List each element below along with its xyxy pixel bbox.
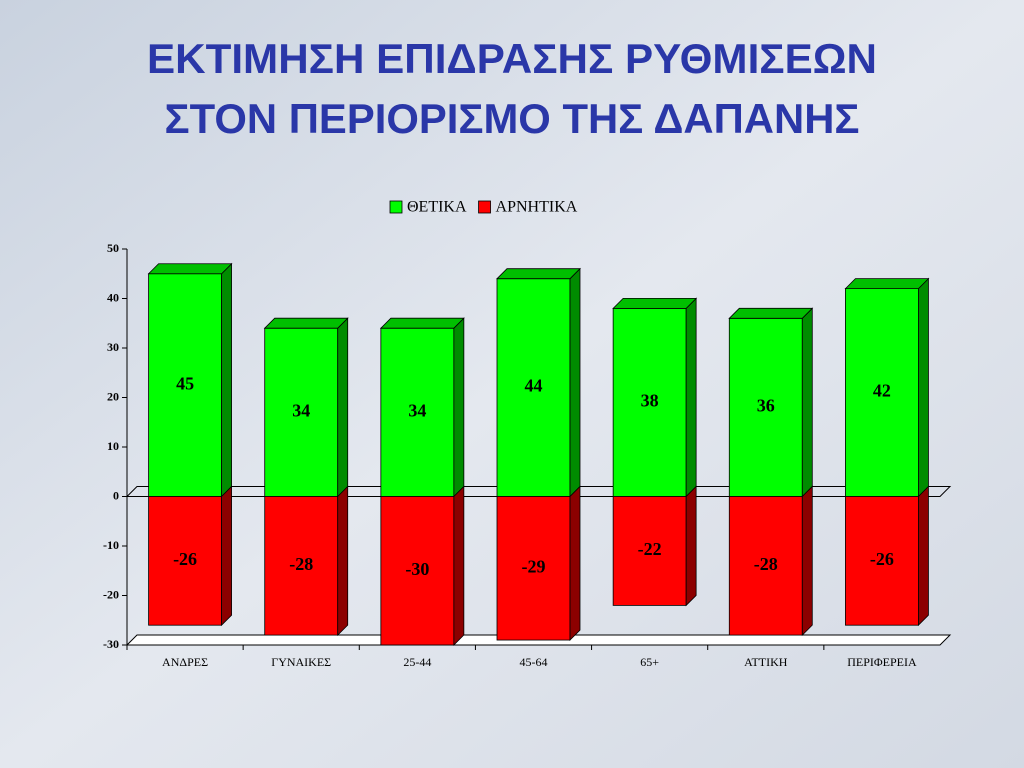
bar-side bbox=[685, 297, 697, 498]
bar-side bbox=[685, 485, 697, 607]
data-label: -26 bbox=[870, 549, 894, 569]
bar bbox=[264, 496, 339, 636]
data-label: -26 bbox=[173, 549, 197, 569]
bar-top bbox=[728, 307, 814, 319]
legend-label: ΘΕΤΙΚΑ bbox=[407, 199, 467, 216]
bar-side bbox=[569, 485, 581, 642]
data-label: 38 bbox=[641, 391, 659, 411]
data-label: 36 bbox=[757, 396, 775, 416]
bar-top bbox=[263, 317, 349, 329]
y-tick-label: 50 bbox=[107, 241, 119, 255]
bar-side bbox=[221, 262, 232, 498]
x-tick-label: ΓΥΝΑΙΚΕΣ bbox=[271, 655, 331, 669]
y-tick-label: 40 bbox=[107, 290, 119, 304]
bar-side bbox=[453, 317, 465, 498]
bar-side bbox=[569, 267, 581, 498]
bar-top bbox=[496, 268, 581, 280]
legend-label: ΑΡΝΗΤΙΚΑ bbox=[496, 199, 578, 216]
data-label: 34 bbox=[292, 400, 310, 420]
data-label: 42 bbox=[873, 381, 891, 401]
bar-top bbox=[844, 278, 930, 290]
bar bbox=[148, 496, 222, 626]
bar-top bbox=[379, 317, 465, 329]
chart-title: ΣΤΟΝ ΠΕΡΙΟΡΙΣΜΟ ΤΗΣ ΔΑΠΑΝΗΣ bbox=[165, 95, 860, 142]
x-tick-label: 25-44 bbox=[403, 655, 431, 669]
legend-swatch bbox=[389, 200, 403, 214]
data-label: -30 bbox=[405, 559, 429, 579]
data-label: 45 bbox=[176, 373, 194, 393]
bar bbox=[380, 327, 455, 497]
data-label: 44 bbox=[525, 376, 543, 396]
x-tick-label: ΑΤΤΙΚΗ bbox=[744, 655, 788, 669]
y-tick-label: -10 bbox=[103, 538, 119, 552]
bar bbox=[612, 496, 687, 606]
bar-top bbox=[612, 297, 698, 309]
bar-side bbox=[221, 485, 232, 627]
y-tick-label: -20 bbox=[103, 587, 119, 601]
x-tick-label: 65+ bbox=[640, 655, 659, 669]
bar-side bbox=[918, 485, 929, 627]
data-label: -28 bbox=[754, 554, 778, 574]
y-tick-label: -30 bbox=[103, 637, 119, 651]
bar bbox=[728, 496, 803, 636]
bar bbox=[845, 288, 919, 497]
y-tick-label: 10 bbox=[107, 439, 119, 453]
bar bbox=[496, 496, 571, 641]
y-tick-label: 30 bbox=[107, 340, 119, 354]
bar-side bbox=[337, 317, 349, 498]
bar-side bbox=[337, 485, 349, 637]
y-tick-label: 20 bbox=[107, 389, 119, 403]
bar-side bbox=[453, 485, 465, 646]
x-tick-label: ΠΕΡΙΦΕΡΕΙΑ bbox=[847, 655, 917, 669]
y-tick-label: 0 bbox=[113, 488, 119, 502]
bar-side bbox=[918, 277, 929, 498]
bar-side bbox=[801, 485, 813, 637]
data-label: -22 bbox=[638, 539, 662, 559]
bar bbox=[264, 327, 339, 497]
x-tick-label: ΑΝΔΡΕΣ bbox=[162, 655, 208, 669]
data-label: 34 bbox=[408, 400, 426, 420]
data-label: -29 bbox=[522, 556, 546, 576]
data-label: -28 bbox=[289, 554, 313, 574]
x-tick-label: 45-64 bbox=[520, 655, 548, 669]
legend-swatch bbox=[478, 200, 491, 214]
chart-title: ΕΚΤΙΜΗΣΗ ΕΠΙΔΡΑΣΗΣ ΡΥΘΜΙΣΕΩΝ bbox=[147, 35, 877, 82]
bar-top bbox=[147, 263, 233, 275]
bar-side bbox=[801, 307, 813, 498]
